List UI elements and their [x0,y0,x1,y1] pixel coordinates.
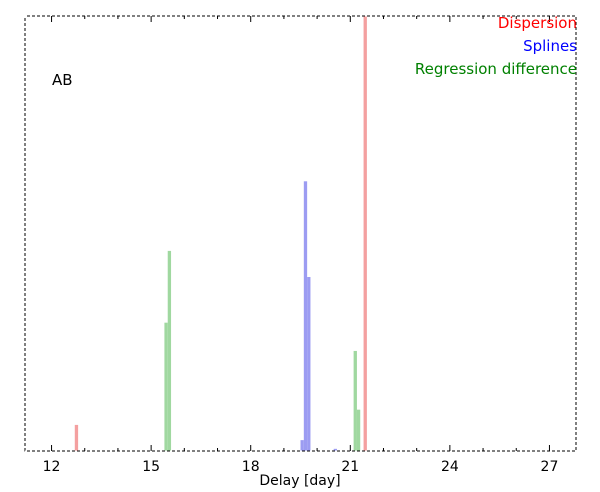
legend-entry-dispersion: Dispersion [498,14,577,32]
x-axis-title: Delay [day] [259,473,340,489]
bar-regression-difference-2 [353,350,357,451]
histogram-bars [74,16,367,452]
x-tick-label-27: 27 [541,459,559,475]
bar-splines-2 [307,277,311,451]
x-tick-label-21: 21 [341,459,359,475]
bar-regression-difference-0 [164,322,168,451]
x-tick-label-24: 24 [441,459,459,475]
plot-background [25,16,576,451]
legend: Dispersion Splines Regression difference [415,14,577,78]
bar-splines-1 [303,181,308,452]
bar-regression-difference-3 [356,409,361,451]
plot-frame-dashed [24,15,577,452]
bar-splines-0 [300,440,304,451]
legend-entry-splines: Splines [523,37,577,55]
bar-regression-difference-1 [167,250,172,451]
x-tick-label-15: 15 [142,459,160,475]
bar-splines-3 [333,448,338,451]
x-tick-label-18: 18 [242,459,260,475]
panel-label: AB [52,71,73,89]
x-axis-ticks: 12 15 18 21 24 27 [43,16,559,475]
x-tick-label-12: 12 [43,459,61,475]
legend-entry-regression-difference: Regression difference [415,60,577,78]
bar-dispersion-0 [74,424,79,451]
bar-dispersion-1 [363,16,367,451]
